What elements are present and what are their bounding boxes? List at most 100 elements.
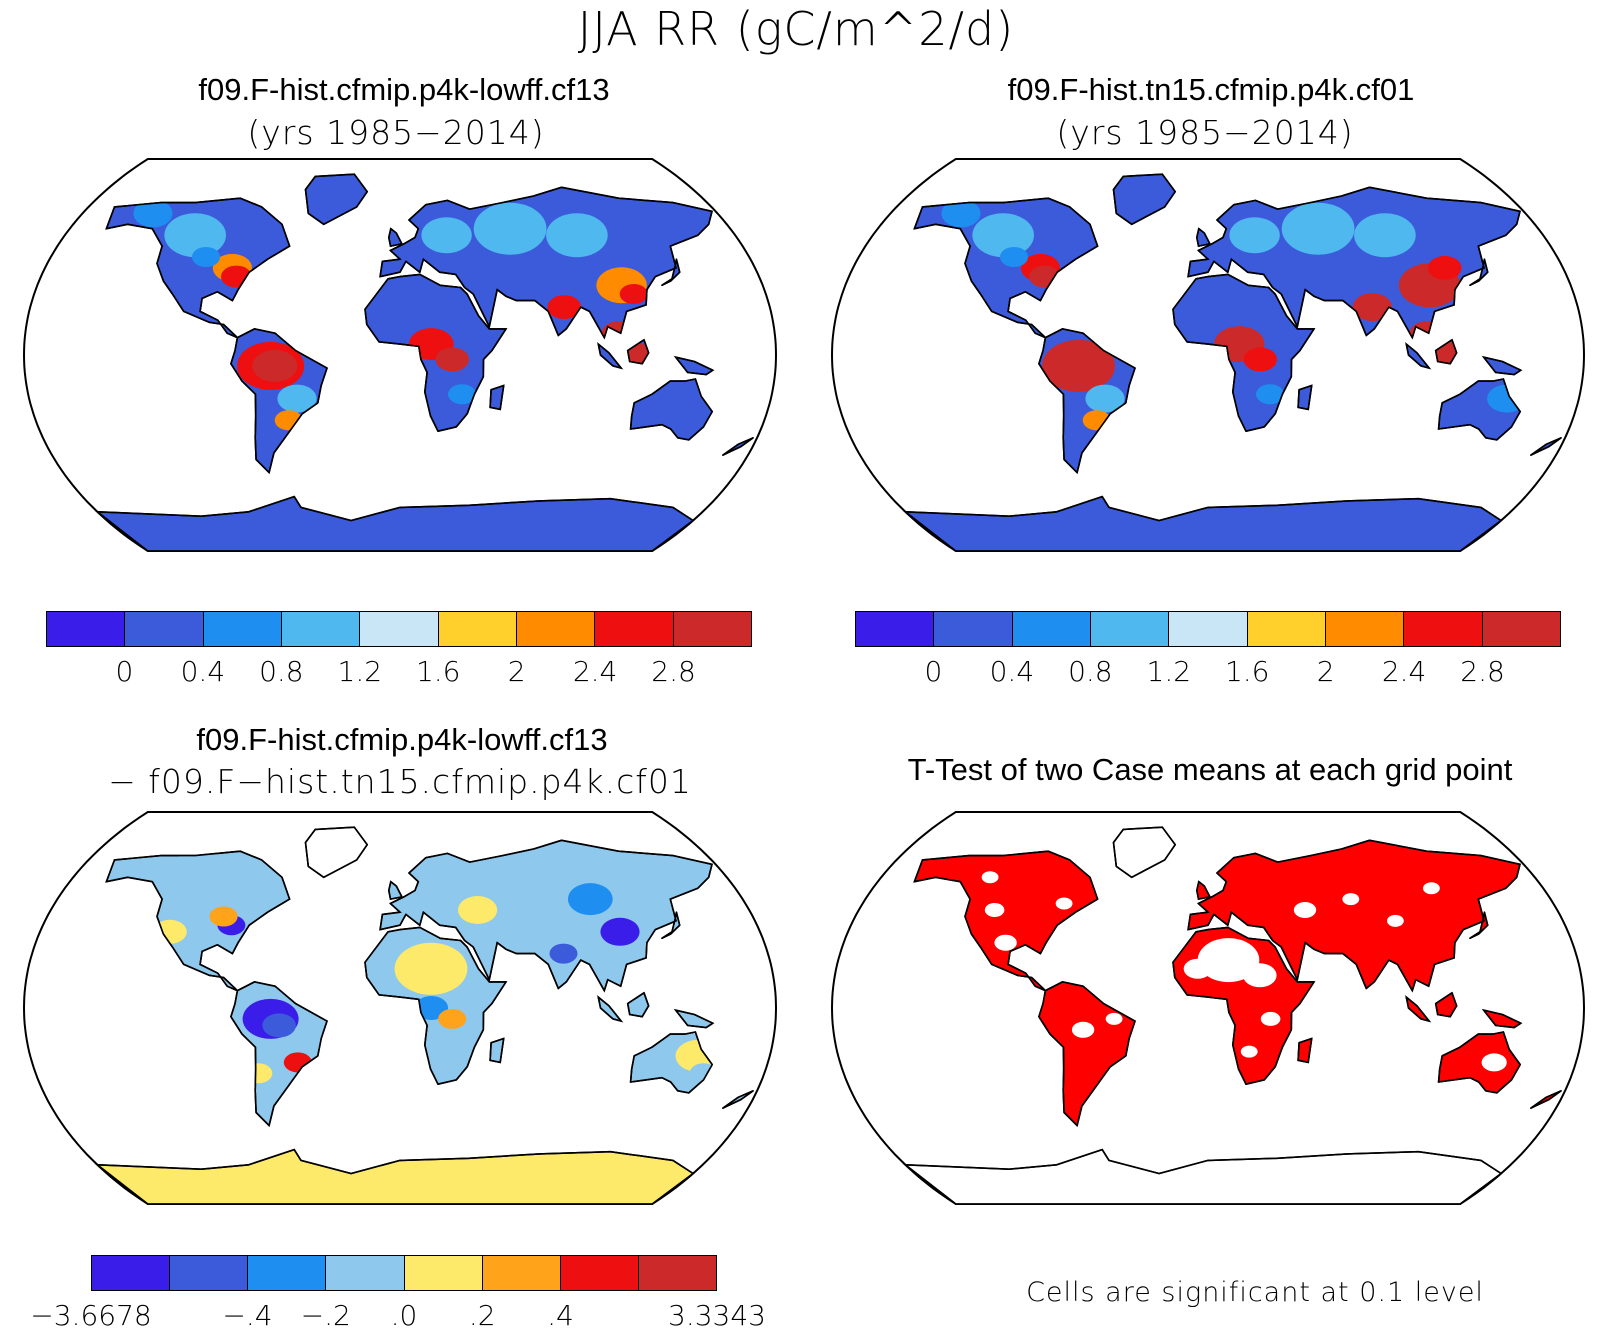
- insignificant-patch: [994, 934, 1017, 951]
- colorbar-swatch: [1325, 612, 1405, 646]
- colorbar-swatch: [1482, 612, 1560, 646]
- field-patch: [619, 284, 648, 304]
- colorbar-swatch: [1247, 612, 1326, 646]
- coastline: [1469, 259, 1489, 287]
- coastline: [1434, 338, 1458, 365]
- field-patch: [1042, 339, 1115, 392]
- coastline: [489, 384, 505, 411]
- colorbar-tick-label: .0: [390, 1299, 418, 1332]
- coastline: [1481, 355, 1523, 376]
- insignificant-patch: [1387, 914, 1404, 927]
- panel3-subtitle: − f09.F−hist.tn15.cfmip.p4k.cf01: [108, 762, 692, 801]
- coastline: [387, 880, 404, 901]
- field-patch: [600, 917, 640, 946]
- colorbar-tick-label: 0.8: [259, 655, 304, 688]
- field-patch: [1256, 384, 1284, 405]
- field-patch: [492, 855, 565, 908]
- panel3-colorbar: [91, 1255, 717, 1291]
- coastline: [1112, 173, 1177, 226]
- panel1-map: [22, 158, 778, 552]
- panel4-footnote: Cells are significant at 0.1 level: [1026, 1277, 1484, 1308]
- coastline: [105, 197, 291, 339]
- coastline: [1195, 880, 1212, 901]
- coastline: [1434, 991, 1458, 1018]
- map-content: [22, 158, 778, 552]
- coastline: [722, 437, 754, 456]
- panel3-map: [22, 811, 778, 1205]
- insignificant-patch: [1293, 902, 1317, 918]
- field-patch: [1243, 347, 1277, 372]
- field-patch: [209, 906, 238, 927]
- colorbar-tick-label: .4: [547, 1299, 574, 1332]
- coastline: [379, 839, 713, 993]
- colorbar-swatch: [1169, 612, 1248, 646]
- field-patch: [547, 295, 582, 320]
- coastline: [913, 850, 1099, 992]
- coastline: [105, 850, 291, 992]
- colorbar-swatch: [92, 1256, 171, 1290]
- insignificant-patch: [1260, 1011, 1281, 1026]
- coastline: [597, 995, 624, 1023]
- colorbar-swatch: [404, 1256, 483, 1290]
- insignificant-patch: [1243, 963, 1277, 988]
- field-patch: [1281, 202, 1355, 255]
- colorbar-swatch: [281, 612, 361, 646]
- coastline: [1437, 1031, 1522, 1094]
- coastline: [94, 495, 695, 552]
- insignificant-patch: [1240, 1045, 1258, 1058]
- coastline: [1112, 826, 1177, 879]
- panel1-colorbar: [46, 611, 752, 647]
- coastline: [629, 1031, 714, 1094]
- coastline: [902, 1148, 1503, 1205]
- field-patch: [941, 199, 981, 228]
- insignificant-patch: [984, 903, 1005, 917]
- coastline: [1297, 1037, 1313, 1064]
- field-patch: [421, 217, 472, 254]
- coastline: [387, 227, 404, 248]
- coastline: [673, 355, 715, 376]
- field-patch: [192, 247, 220, 267]
- colorbar-tick-label: 1.2: [337, 655, 383, 688]
- panel2-title: f09.F-hist.tn15.cfmip.p4k.cf01: [1007, 72, 1415, 107]
- field-patch: [1000, 247, 1028, 267]
- coastline: [722, 1090, 754, 1109]
- colorbar-swatch: [934, 612, 1013, 646]
- field-patch: [1229, 217, 1280, 254]
- coastline: [1530, 437, 1562, 456]
- insignificant-patch: [1197, 938, 1260, 983]
- field-patch: [567, 883, 613, 916]
- colorbar-swatch: [360, 612, 439, 646]
- coastline: [1437, 378, 1522, 441]
- coastline: [1195, 227, 1212, 248]
- colorbar-swatch: [1012, 612, 1091, 646]
- colorbar-tick-label: .2: [468, 1299, 496, 1332]
- field-patch: [252, 349, 298, 382]
- colorbar-tick-label: 1.6: [1224, 655, 1270, 688]
- insignificant-patch: [1183, 958, 1212, 979]
- colorbar-tick-label: −.4: [222, 1299, 273, 1332]
- colorbar-swatch: [856, 612, 935, 646]
- colorbar-swatch: [1090, 612, 1170, 646]
- field-patch: [1354, 213, 1416, 258]
- coastline: [489, 1037, 505, 1064]
- colorbar-tick-label: 1.6: [415, 655, 461, 688]
- panel2-subtitle: (yrs 1985−2014): [1056, 113, 1354, 152]
- coastline: [230, 328, 328, 475]
- coastline: [304, 826, 369, 879]
- map-content: [22, 811, 778, 1205]
- coastline: [597, 342, 624, 370]
- coastline: [230, 981, 328, 1128]
- colorbar-tick-label: 2: [507, 655, 526, 688]
- coastline: [661, 912, 681, 940]
- field-patch: [277, 384, 317, 413]
- field-patch: [546, 213, 608, 258]
- colorbar-swatch: [516, 612, 596, 646]
- field-patch: [163, 851, 237, 904]
- field-patch: [262, 1013, 296, 1038]
- coastline: [1469, 912, 1489, 940]
- colorbar-tick-label: 2.4: [572, 655, 618, 688]
- insignificant-patch: [1481, 1053, 1507, 1072]
- colorbar-swatch: [638, 1256, 716, 1290]
- colorbar-tick-label: 0.4: [989, 655, 1035, 688]
- field-patch: [414, 996, 449, 1020]
